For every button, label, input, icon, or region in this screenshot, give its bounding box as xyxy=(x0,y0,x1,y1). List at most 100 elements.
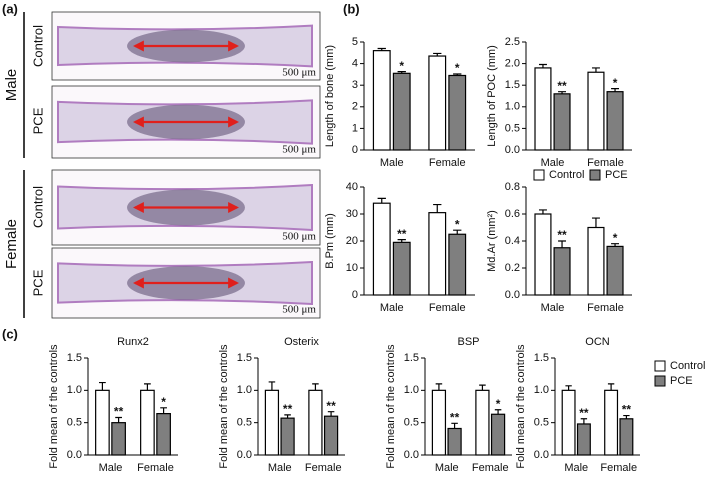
x-tick-label: Male xyxy=(99,462,123,474)
error-bar xyxy=(284,414,291,419)
y-tick-label: 0.0 xyxy=(534,449,549,461)
error-bar xyxy=(479,384,486,391)
error-bar xyxy=(611,88,620,92)
error-bar xyxy=(377,197,386,204)
bar xyxy=(587,226,605,296)
bar xyxy=(587,71,605,151)
bar xyxy=(448,74,467,151)
y-tick-label: 0.4 xyxy=(505,235,520,247)
y-tick-label: 30 xyxy=(346,208,358,220)
group-label: Control xyxy=(30,186,45,228)
group-label: PCE xyxy=(30,107,45,134)
significance: * xyxy=(455,61,460,75)
chart-title: OCN xyxy=(585,336,610,348)
y-axis-label: Md.Ar (mm²) xyxy=(486,210,498,272)
y-tick-label: 1.0 xyxy=(67,384,82,396)
legend-label: Control xyxy=(670,360,705,372)
error-bar xyxy=(433,203,442,213)
error-bar xyxy=(538,63,547,68)
y-axis-label: Fold mean of the controls xyxy=(218,344,230,469)
bar xyxy=(280,417,295,456)
x-tick-label: Male xyxy=(541,157,565,169)
legend-swatch xyxy=(589,169,601,181)
scale-bar-label: 500 μm xyxy=(282,67,316,79)
x-tick-label: Female xyxy=(429,157,466,169)
group-label: PCE xyxy=(30,269,45,296)
y-tick-label: 0.0 xyxy=(505,144,520,156)
scale-bar-label: 500 μm xyxy=(282,304,316,316)
x-tick-label: Female xyxy=(587,157,624,169)
bar xyxy=(372,202,391,296)
histology-images xyxy=(51,11,321,319)
error-bar xyxy=(611,243,620,247)
y-tick-label: 1.0 xyxy=(505,101,520,113)
error-bar xyxy=(453,73,462,76)
bar xyxy=(323,415,339,456)
x-tick-label: Female xyxy=(587,302,624,314)
error-bar xyxy=(115,416,122,423)
error-bar xyxy=(99,381,106,391)
error-bar xyxy=(623,414,630,419)
x-tick-label: Male xyxy=(435,462,459,474)
bar xyxy=(604,389,619,456)
significance: ** xyxy=(557,228,567,242)
bar xyxy=(156,413,171,456)
bar xyxy=(561,389,576,456)
y-tick-label: 0.5 xyxy=(404,417,419,429)
significance: ** xyxy=(114,405,124,419)
y-axis-label: Length of POC (mm) xyxy=(486,45,498,146)
bar xyxy=(428,212,447,296)
bar xyxy=(606,91,624,151)
chart-title: BSP xyxy=(457,336,479,348)
x-tick-label: Male xyxy=(541,302,565,314)
bar xyxy=(372,50,391,151)
bar xyxy=(392,241,411,296)
error-bar xyxy=(397,239,406,243)
error-bar xyxy=(377,47,386,51)
sex-label: Female xyxy=(3,219,20,269)
significance: * xyxy=(399,59,404,73)
error-bar xyxy=(558,240,567,248)
bar xyxy=(475,389,490,456)
legend-swatch xyxy=(654,360,666,372)
error-bar xyxy=(494,409,502,415)
x-tick-label: Male xyxy=(380,302,404,314)
y-tick-label: 1.5 xyxy=(404,352,419,364)
error-bar xyxy=(607,383,615,391)
sex-label: Male xyxy=(3,69,20,102)
error-bar xyxy=(268,381,276,391)
y-tick-label: 1.5 xyxy=(237,352,252,364)
bar xyxy=(264,389,280,456)
significance: ** xyxy=(450,410,460,424)
y-tick-label: 0.0 xyxy=(237,449,252,461)
bar xyxy=(606,245,624,296)
significance: ** xyxy=(397,227,407,241)
bar xyxy=(431,389,447,456)
y-tick-label: 0.6 xyxy=(505,208,520,220)
legend-swatch xyxy=(533,169,545,181)
y-tick-label: 2.0 xyxy=(505,58,520,70)
y-tick-label: 5 xyxy=(352,36,358,48)
group-label: Control xyxy=(30,25,45,67)
y-tick-label: 0 xyxy=(352,289,358,301)
significance: ** xyxy=(557,79,567,93)
panel-label: (b) xyxy=(343,1,360,16)
x-tick-label: Female xyxy=(305,462,342,474)
error-bar xyxy=(144,383,151,391)
y-tick-label: 1.0 xyxy=(404,384,419,396)
y-tick-label: 1.5 xyxy=(67,352,82,364)
y-axis-label: Fold mean of the controls xyxy=(515,344,527,469)
significance: ** xyxy=(283,402,293,416)
bar xyxy=(95,389,110,456)
y-tick-label: 2 xyxy=(352,101,358,113)
chart-title: Runx2 xyxy=(117,336,149,348)
y-tick-label: 0.0 xyxy=(404,449,419,461)
bar xyxy=(534,67,552,151)
y-axis-label: B.Pm (mm) xyxy=(324,213,336,269)
significance: ** xyxy=(579,406,589,420)
error-bar xyxy=(591,67,600,73)
y-tick-label: 0.5 xyxy=(534,417,549,429)
error-bar xyxy=(558,91,567,94)
error-bar xyxy=(433,52,442,57)
y-tick-label: 1.0 xyxy=(534,384,549,396)
